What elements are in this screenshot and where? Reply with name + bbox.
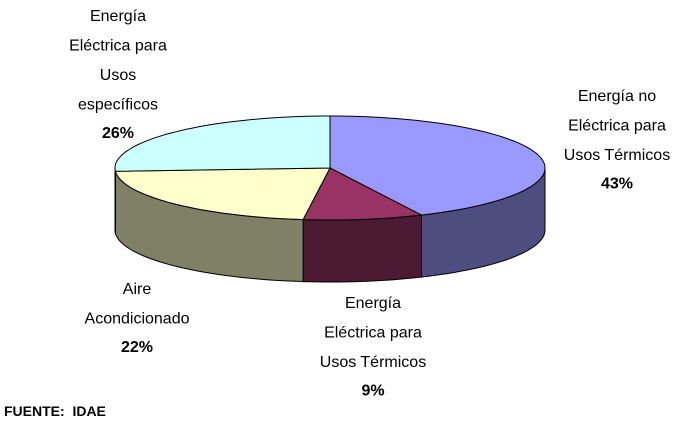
slice [329,115,546,216]
slice-side [302,214,422,283]
slice [302,167,424,221]
slice-label: Energía Eléctrica para Usos específicos [69,8,167,114]
value-label: 43% [601,176,633,193]
slice [114,115,331,172]
slice-label: Energía Eléctrica para Usos Térmicos [320,295,426,371]
slice-label: Energía no Eléctrica para Usos Térmicos [564,88,670,164]
value-label: 26% [102,125,134,142]
slice [114,167,331,221]
value-label: 9% [361,383,384,400]
source: FUENTE: IDAE [4,403,106,419]
value-label: 22% [121,339,153,356]
slice-label: Aire Acondicionado [85,281,190,328]
